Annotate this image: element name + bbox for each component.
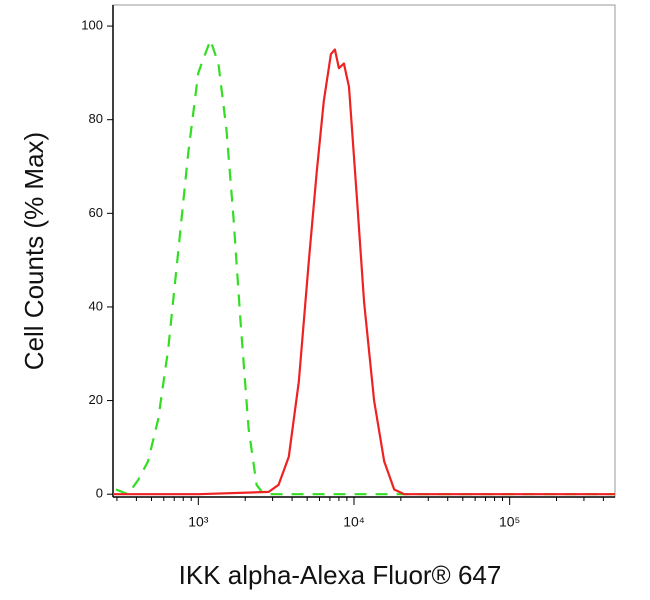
x-tick-label: 10³ xyxy=(188,514,209,530)
plot-frame xyxy=(112,4,616,498)
series-line xyxy=(115,39,615,496)
y-tick-label: 60 xyxy=(89,205,103,220)
x-tick-label: 10⁵ xyxy=(499,514,520,530)
y-axis-label: Cell Counts (% Max) xyxy=(19,132,49,370)
y-tick-label: 40 xyxy=(89,298,103,313)
x-axis-label: IKK alpha-Alexa Fluor® 647 xyxy=(179,560,502,590)
y-tick-label: 80 xyxy=(89,111,103,126)
x-tick-label: 10⁴ xyxy=(343,514,365,530)
y-tick-label: 100 xyxy=(81,18,103,33)
y-tick-label: 20 xyxy=(89,392,103,407)
y-tick-label: 0 xyxy=(96,486,103,501)
series-line xyxy=(113,48,615,496)
